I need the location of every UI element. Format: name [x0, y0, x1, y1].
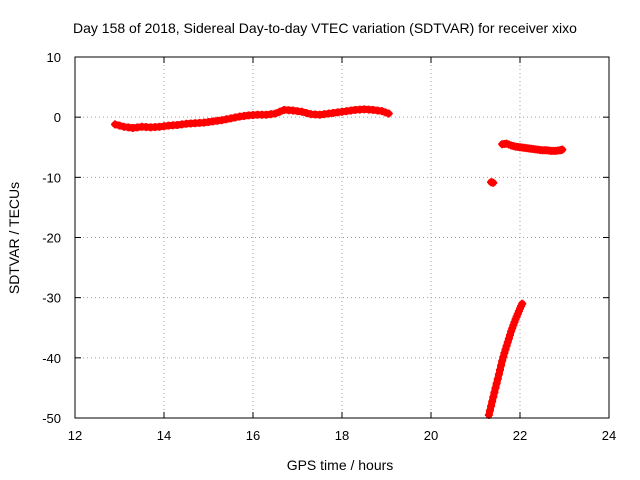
x-axis-title: GPS time / hours [287, 457, 394, 473]
data-point [115, 121, 124, 130]
data-point [489, 178, 498, 187]
x-tick-label: 22 [513, 428, 527, 443]
data-point [498, 356, 507, 365]
data-point [489, 392, 498, 401]
y-tick-label: 10 [47, 50, 61, 65]
y-tick-label: -40 [42, 351, 61, 366]
data-point [488, 397, 497, 406]
data-point [384, 109, 393, 118]
data-point [492, 379, 501, 388]
data-point [297, 107, 306, 116]
x-tick-label: 20 [424, 428, 438, 443]
chart-title: Day 158 of 2018, Sidereal Day-to-day VTE… [73, 20, 577, 36]
data-point [271, 109, 280, 118]
data-point [494, 370, 503, 379]
tick-labels: 12 14 16 18 20 22 24 -50 -40 -30 -20 -10 0 10 [42, 50, 616, 443]
y-axis-title: SDTVAR / TECUs [6, 182, 22, 294]
data-point [111, 120, 120, 129]
data-point [493, 374, 502, 383]
data-point [302, 108, 311, 117]
y-tick-label: -30 [42, 291, 61, 306]
data-point [487, 401, 496, 410]
x-tick-label: 18 [335, 428, 349, 443]
data-point [495, 365, 504, 374]
y-tick-label: -20 [42, 231, 61, 246]
data-point [485, 406, 494, 415]
y-tick-label: -50 [42, 411, 61, 426]
plot-frame [74, 56, 610, 419]
data-point [499, 352, 508, 361]
x-tick-label: 16 [246, 428, 260, 443]
data-point [491, 383, 500, 392]
y-tick-label: 0 [54, 110, 61, 125]
x-tick-label: 14 [157, 428, 171, 443]
data-point [497, 361, 506, 370]
data-points [111, 105, 567, 419]
data-point [558, 145, 567, 154]
data-point [275, 107, 284, 116]
y-tick-label: -10 [42, 170, 61, 185]
data-point [518, 299, 527, 308]
x-tick-label: 12 [68, 428, 82, 443]
x-tick-label: 24 [602, 428, 616, 443]
data-point [490, 388, 499, 397]
